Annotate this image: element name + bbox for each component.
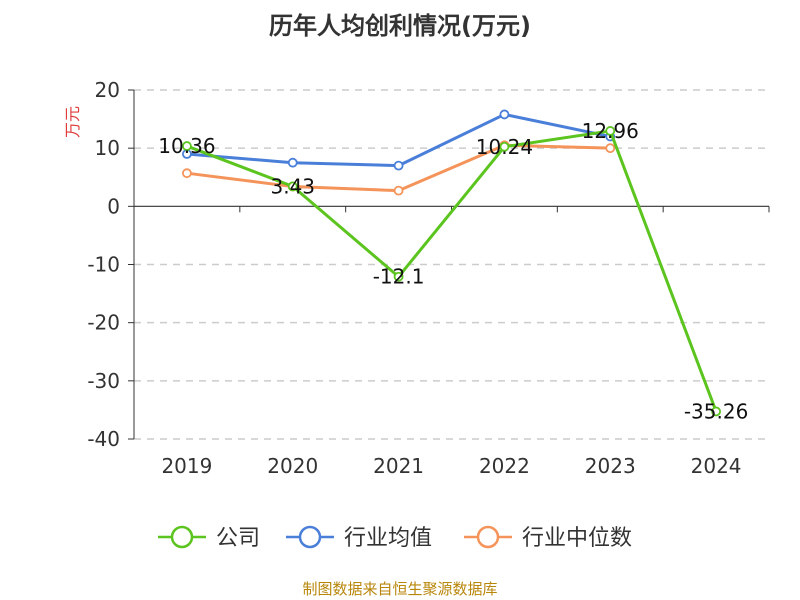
y-tick-label: 20 <box>95 78 120 102</box>
data-point <box>393 185 404 196</box>
data-point <box>287 181 298 192</box>
y-tick-label: -30 <box>87 369 120 393</box>
legend-item: 行业中位数 <box>464 525 632 551</box>
legend-label: 行业中位数 <box>522 526 632 551</box>
legend-item: 公司 <box>158 525 260 551</box>
axes: 20 10 0 -10 -20 -30 -40 2019 2020 2021 2022 2023 202… <box>87 78 770 478</box>
legend-marker-icon <box>476 525 500 549</box>
y-tick-label: 10 <box>95 136 120 160</box>
x-tick-label: 2024 <box>691 454 742 478</box>
data-point <box>182 168 192 179</box>
data-point <box>499 141 510 152</box>
series-lines <box>182 109 721 417</box>
data-label: 12.96 <box>582 119 639 143</box>
data-point <box>182 141 192 151</box>
chart-title: 历年人均创利情况(万元) <box>269 12 531 40</box>
data-point <box>711 406 721 417</box>
data-label: -12.1 <box>373 265 425 289</box>
x-tick-label: 2021 <box>373 454 424 478</box>
data-point <box>393 271 404 282</box>
legend-item: 行业均值 <box>286 525 432 551</box>
data-labels: 10.36 3.43 -12.1 10.24 12.96 -35.26 <box>158 119 748 423</box>
data-point <box>499 109 510 120</box>
data-label: 10.24 <box>476 135 533 159</box>
data-label: -35.26 <box>684 399 748 423</box>
y-tick-label: -20 <box>87 311 120 335</box>
legend-marker-icon <box>298 525 322 549</box>
source-footer: 制图数据来自恒生聚源数据库 <box>302 580 498 598</box>
data-point <box>605 126 616 136</box>
legend: 公司 行业均值 行业中位数 <box>158 525 632 551</box>
data-label: 10.36 <box>158 134 215 158</box>
data-point <box>393 160 404 171</box>
y-tick-label: 0 <box>107 194 120 218</box>
series-line <box>186 129 718 412</box>
x-tick-label: 2022 <box>479 454 530 478</box>
data-point <box>287 157 298 168</box>
legend-marker-icon <box>170 525 194 549</box>
x-tick-label: 2019 <box>161 454 212 478</box>
y-axis-label: 万元 <box>63 106 82 138</box>
x-tick-label: 2020 <box>267 454 318 478</box>
legend-label: 公司 <box>216 526 260 551</box>
y-tick-label: -40 <box>87 427 120 451</box>
data-label: 3.43 <box>270 174 315 198</box>
data-point <box>605 143 616 154</box>
y-tick-label: -10 <box>87 253 120 277</box>
legend-label: 行业均值 <box>344 526 432 551</box>
x-tick-label: 2023 <box>585 454 636 478</box>
grid-lines <box>134 89 769 440</box>
